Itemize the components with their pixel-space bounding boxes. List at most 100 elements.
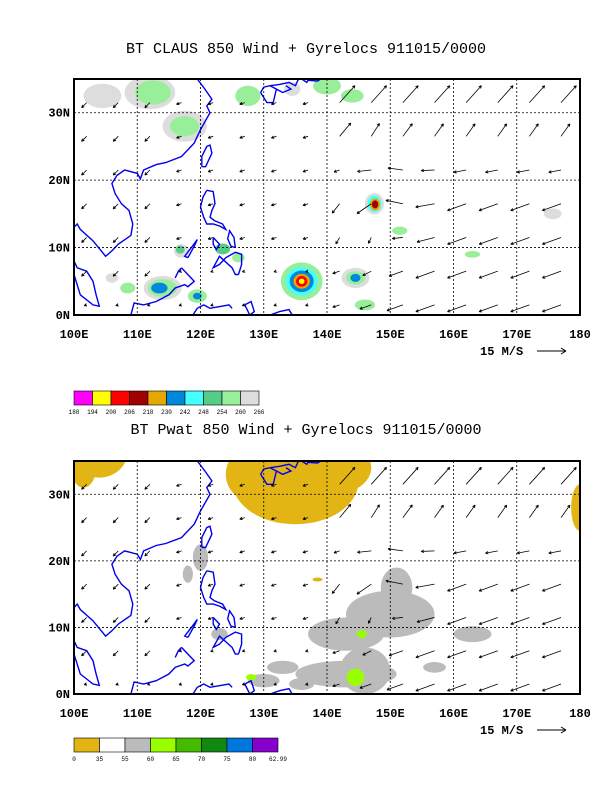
wind-arrow [332, 683, 340, 688]
x-tick-label: 140E [313, 328, 342, 342]
shaded-region [392, 226, 408, 235]
wind-arrow [370, 123, 380, 137]
wind-arrow [81, 617, 87, 623]
wind-arrow [332, 650, 340, 654]
y-tick-label: 30N [48, 488, 70, 502]
wind-arrow [302, 616, 309, 620]
wind-arrow [144, 102, 151, 109]
coastline [201, 525, 213, 549]
wind-arrow [485, 169, 498, 174]
wind-arrow [144, 617, 151, 623]
coastline [74, 461, 213, 638]
wind-arrow [302, 483, 309, 487]
wind-arrow [542, 617, 562, 625]
wind-arrow [478, 683, 498, 692]
y-tick-label: 30N [48, 107, 70, 121]
wind-arrow [548, 550, 562, 555]
wind-arrow [112, 517, 119, 524]
wind-arrow [510, 617, 530, 625]
wind-arrow [207, 101, 214, 106]
wind-arrow [510, 650, 530, 659]
shaded-region [266, 660, 299, 675]
coastline [269, 687, 293, 694]
wind-arrow [362, 650, 372, 656]
coastline [183, 239, 198, 259]
wind-arrow [542, 304, 562, 313]
shaded-region [308, 617, 384, 651]
wind-arrow [271, 101, 277, 106]
wind-arrow [81, 102, 87, 109]
y-tick-label: 20N [48, 555, 70, 569]
wind-arrow [241, 682, 246, 686]
plot-frame [73, 460, 581, 695]
wind-arrow [420, 549, 435, 553]
y-tick-label: 0N [56, 688, 70, 702]
wind-arrow [305, 269, 309, 273]
coastline [174, 646, 183, 658]
wind-arrow [271, 516, 277, 521]
wind-arrow [302, 583, 309, 587]
shaded-region [312, 577, 323, 582]
wind-arrow [478, 617, 498, 625]
wind-arrow [447, 270, 467, 279]
wind-arrow [370, 466, 387, 485]
coastline [276, 85, 293, 94]
wind-arrow [362, 270, 372, 276]
wind-arrow [207, 236, 214, 240]
wind-arrow [112, 550, 119, 557]
wind-arrow [305, 303, 309, 307]
shaded-region [246, 674, 257, 681]
y-tick-label: 20N [48, 174, 70, 188]
coastline [74, 79, 213, 258]
wind-arrow [510, 237, 530, 245]
wind-arrow [144, 203, 151, 210]
wind-arrow [510, 304, 530, 313]
wind-arrow [465, 504, 476, 518]
wind-arrow [112, 270, 119, 277]
wind-arrow [388, 650, 404, 657]
wind-arrow [112, 617, 119, 623]
coastline [130, 267, 196, 315]
wind-arrow [144, 650, 151, 657]
wind-arrow [241, 649, 246, 653]
wind-arrow [367, 617, 372, 624]
wind-arrow [385, 199, 403, 205]
shaded-region [380, 567, 413, 608]
wind-arrow [415, 583, 435, 589]
wind-arrow [144, 270, 151, 277]
wind-arrow [542, 270, 562, 279]
wind-arrow [434, 85, 451, 103]
wind-arrow [302, 135, 309, 139]
wind-arrow [144, 583, 151, 590]
wind-arrow [83, 303, 88, 307]
wind-arrow [391, 236, 403, 240]
wind-arrow [370, 504, 380, 518]
wind-arrow [402, 504, 413, 518]
wind-arrow [391, 616, 403, 620]
wind-arrow [302, 236, 309, 240]
wind-arrow [178, 682, 182, 686]
colorbar-swatch [150, 737, 177, 753]
y-tick-label: 0N [56, 309, 70, 323]
wind-arrow [271, 135, 277, 139]
wind-arrow [333, 550, 340, 554]
shaded-region [464, 250, 481, 258]
shaded-region [235, 85, 261, 106]
shaded-region [354, 299, 376, 311]
wind-arrow [207, 616, 214, 620]
wind-arrow [176, 483, 182, 487]
wind-arrow [465, 466, 482, 485]
colorbar-label: 65 [172, 756, 180, 763]
wind-arrow [388, 270, 404, 277]
wind-arrow [447, 617, 467, 625]
wind-arrow [112, 583, 119, 590]
colorbar-swatch [73, 737, 100, 753]
wind-arrow [478, 650, 498, 659]
wind-arrow [356, 583, 372, 595]
coastline [74, 640, 101, 687]
wind-arrow [302, 169, 309, 173]
wind-arrow [81, 650, 87, 657]
colorbar-swatch [226, 737, 253, 753]
wind-arrow [497, 85, 514, 103]
